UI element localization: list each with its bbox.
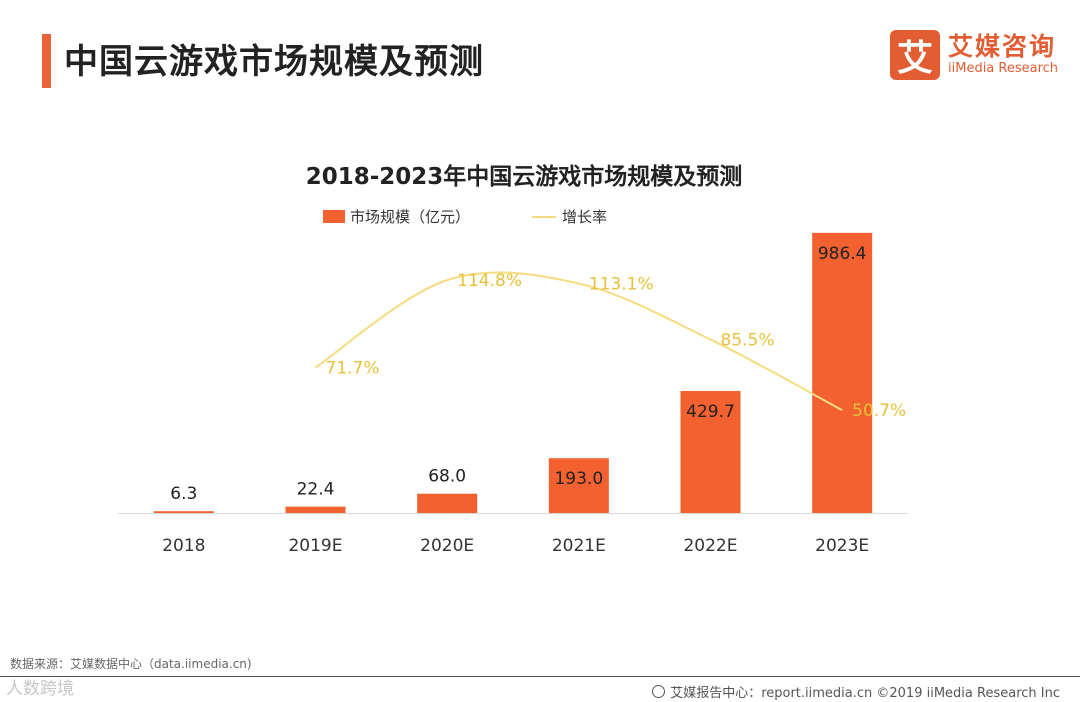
watermark: 人数跨境 (6, 679, 74, 699)
bar-2023E (812, 232, 873, 513)
bar-2019E (285, 506, 346, 513)
legend-label-market-size: 市场规模（亿元） (350, 208, 470, 226)
growth-rate-label-2022E: 85.5% (721, 331, 775, 351)
bar-value-label-2020E: 68.0 (428, 467, 466, 487)
logo-name-cn: 艾媒咨询 (948, 32, 1057, 61)
growth-rate-label-2023E: 50.7% (852, 401, 906, 421)
footer-divider (0, 676, 1080, 677)
footer-credit: 艾媒报告中心：report.iimedia.cn ©2019 iiMedia R… (652, 682, 1060, 701)
bar-value-label-2018: 6.3 (170, 484, 197, 504)
bar-value-label-2022E: 429.7 (686, 402, 735, 422)
growth-rate-label-2019E: 71.7% (326, 359, 380, 379)
x-tick-label-2020E: 2020E (420, 536, 474, 556)
bar-value-label-2023E: 986.4 (818, 244, 867, 264)
growth-rate-label-2020E: 114.8% (457, 271, 522, 291)
legend-label-growth-rate: 增长率 (562, 208, 607, 226)
bar-2022E (680, 390, 741, 513)
globe-icon (652, 685, 666, 698)
x-tick-label-2022E: 2022E (683, 536, 737, 556)
header-accent-bar (42, 34, 51, 88)
logo-mark: 艾 (890, 30, 940, 80)
x-tick-label-2023E: 2023E (815, 536, 869, 556)
bar-value-label-2019E: 22.4 (297, 480, 335, 500)
logo-text: 艾媒咨询 iiMedia Research (948, 33, 1058, 77)
x-tick-label-2021E: 2021E (552, 536, 606, 556)
bar-value-label-2021E: 193.0 (554, 469, 603, 489)
chart-title: 2018-2023年中国云游戏市场规模及预测 (306, 163, 743, 190)
bar-2020E (417, 493, 478, 513)
growth-rate-label-2021E: 113.1% (589, 275, 654, 295)
imedia-logo: 艾 艾媒咨询 iiMedia Research (890, 30, 1058, 80)
logo-name-en: iiMedia Research (948, 61, 1059, 76)
x-tick-label-2018: 2018 (162, 536, 205, 556)
bar-2018 (153, 511, 214, 513)
legend-swatch-market-size (323, 210, 345, 223)
growth-rate-line (314, 271, 843, 412)
bar-2021E (548, 458, 609, 513)
x-tick-label-2019E: 2019E (288, 536, 342, 556)
footer-credit-text: 艾媒报告中心：report.iimedia.cn ©2019 iiMedia R… (670, 686, 1060, 701)
data-source: 数据来源：艾媒数据中心（data.iimedia.cn) (10, 657, 252, 671)
page-title: 中国云游戏市场规模及预测 (64, 42, 484, 82)
